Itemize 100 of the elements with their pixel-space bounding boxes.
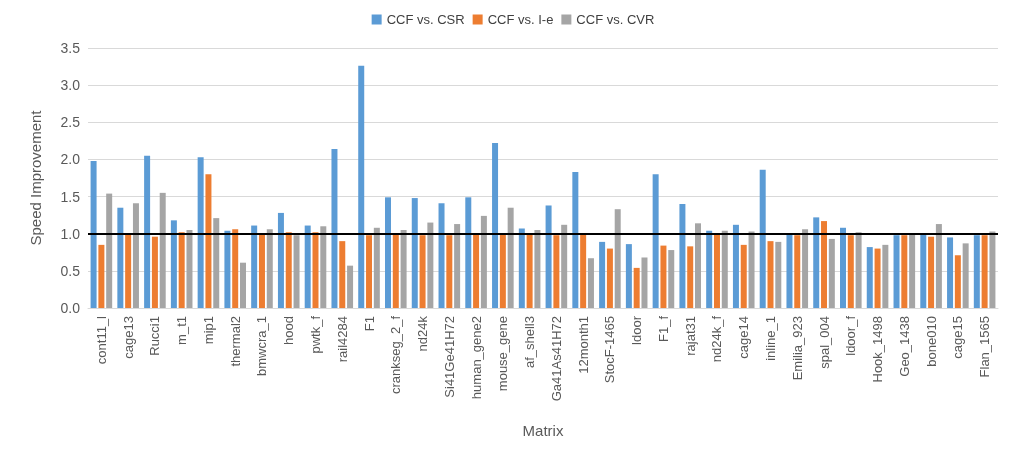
bar: [186, 230, 193, 308]
bar: [358, 65, 365, 308]
bar: [258, 232, 265, 308]
bar: [687, 246, 694, 308]
bar: [909, 233, 916, 308]
bar: [721, 230, 728, 308]
bar: [828, 238, 835, 308]
x-tick-label: cont11_l: [93, 315, 109, 365]
bar: [981, 235, 988, 308]
bar: [205, 174, 212, 308]
x-tick-label: nd24k: [415, 315, 431, 352]
x-tick-label: spal_004: [816, 316, 832, 369]
bar: [331, 149, 338, 308]
bar: [132, 203, 139, 308]
bar: [813, 217, 820, 308]
bar: [492, 143, 499, 308]
bar: [151, 236, 158, 308]
bar: [989, 231, 996, 308]
bar: [962, 243, 969, 308]
y-tick-label: 3.0: [60, 77, 81, 94]
x-tick-label: ldoor_f: [843, 315, 859, 356]
x-tick-label: mouse_gene: [495, 316, 511, 392]
y-axis-title: Speed Improvement: [27, 109, 44, 246]
bar: [775, 241, 782, 308]
x-tick-label: StocF-1465: [602, 316, 618, 384]
bar: [224, 230, 231, 308]
x-tick-label: human_gene2: [468, 316, 484, 400]
bar: [572, 172, 579, 308]
x-tick-label: cage13: [120, 316, 136, 359]
bar: [874, 248, 881, 308]
x-tick-label: Rucci1: [147, 316, 163, 356]
bar: [855, 232, 862, 308]
bar: [411, 198, 418, 308]
bar: [587, 258, 594, 308]
bar: [947, 237, 954, 308]
bar: [625, 244, 632, 308]
bar: [98, 244, 105, 308]
y-tick-label: 0.0: [60, 300, 81, 316]
bar: [293, 235, 300, 308]
y-tick-label: 2.5: [60, 114, 81, 131]
y-tick-label: 3.5: [60, 40, 81, 56]
bar: [614, 209, 621, 308]
bar: [320, 226, 327, 308]
x-tick-label: hood: [281, 316, 297, 345]
bar: [740, 244, 747, 308]
bar: [277, 212, 284, 308]
x-tick-label: Hook_1498: [870, 316, 886, 383]
bar: [90, 160, 97, 308]
bar: [347, 265, 354, 308]
bar: [197, 157, 204, 308]
bar: [384, 197, 391, 308]
bar: [580, 232, 587, 308]
x-tick-label: Ga41As41H72: [548, 316, 564, 402]
bar: [159, 192, 166, 308]
bar: [695, 223, 702, 308]
bar: [839, 227, 846, 308]
bar: [400, 230, 407, 308]
bar: [973, 235, 980, 308]
bar: [465, 197, 472, 308]
bar: [668, 250, 675, 308]
x-tick-label: af_shell3: [522, 316, 538, 369]
bar: [106, 193, 113, 308]
x-tick-label: cage15: [950, 316, 966, 359]
x-tick-label: mip1: [200, 316, 216, 345]
bar: [847, 235, 854, 308]
bar: [518, 228, 525, 308]
bar: [251, 225, 258, 308]
x-tick-label: pwtk_f: [308, 315, 323, 354]
bar: [679, 204, 686, 308]
x-tick-label: nd24k_f: [709, 315, 725, 363]
y-tick-label: 1.5: [60, 188, 81, 205]
bar: [633, 267, 640, 308]
legend-label: CCF vs. CSR: [386, 12, 465, 27]
bar: [446, 235, 453, 308]
bar: [561, 224, 568, 308]
bar: [534, 230, 541, 308]
bar: [732, 224, 739, 308]
x-tick-label: Geo_1438: [896, 316, 912, 377]
bar: [759, 169, 766, 308]
bar: [339, 241, 346, 308]
bar: [545, 205, 552, 308]
bar: [473, 232, 480, 308]
bar: [954, 255, 961, 308]
y-tick-label: 1.0: [60, 225, 81, 242]
bar: [117, 207, 124, 308]
bar: [553, 235, 560, 308]
bar: [652, 174, 659, 308]
bar: [285, 232, 292, 308]
x-tick-label: inline_1: [763, 316, 778, 361]
bar: [660, 245, 667, 308]
bar: [802, 229, 809, 308]
bar: [392, 233, 399, 308]
x-tick-label: cage14: [736, 316, 752, 359]
x-tick-label: 12month1: [575, 316, 591, 374]
bar: [767, 241, 774, 308]
x-tick-label: bmwcra_1: [254, 316, 270, 376]
x-tick-label: rajat31: [682, 316, 698, 356]
x-tick-label: F1: [361, 316, 377, 332]
x-axis-title: Matrix: [522, 422, 564, 439]
legend-label: CCF vs. I-e: [487, 12, 554, 27]
